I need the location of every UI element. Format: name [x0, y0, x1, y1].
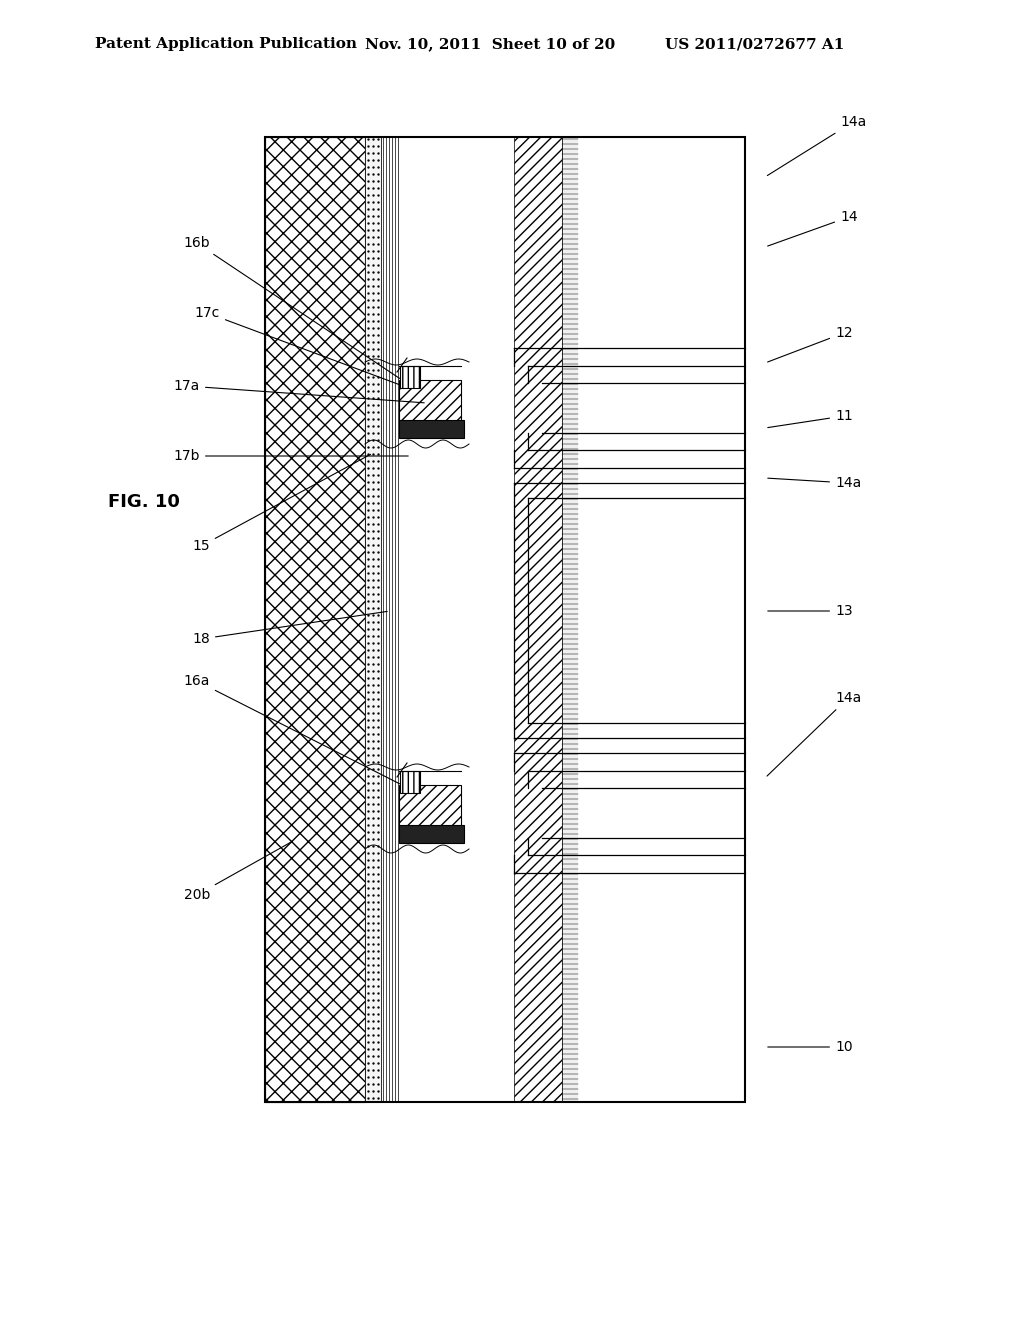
Text: US 2011/0272677 A1: US 2011/0272677 A1	[665, 37, 845, 51]
Text: 15: 15	[193, 454, 371, 553]
Text: 17a: 17a	[174, 379, 424, 403]
Text: 16b: 16b	[183, 236, 399, 379]
Text: 17b: 17b	[173, 449, 409, 463]
Bar	[399, 380, 461, 436]
Text: 13: 13	[768, 605, 853, 618]
Bar	[265, 137, 365, 1102]
Text: 10: 10	[768, 1040, 853, 1053]
Bar	[562, 137, 578, 1102]
Text: Nov. 10, 2011  Sheet 10 of 20: Nov. 10, 2011 Sheet 10 of 20	[365, 37, 615, 51]
Text: FIG. 10: FIG. 10	[108, 492, 180, 511]
Text: Patent Application Publication: Patent Application Publication	[95, 37, 357, 51]
Bar	[365, 137, 381, 1102]
Bar	[400, 771, 420, 793]
Bar	[265, 137, 745, 1102]
Text: 14a: 14a	[767, 115, 866, 176]
Text: 14: 14	[768, 210, 858, 246]
Bar	[399, 785, 461, 841]
Text: 16a: 16a	[183, 675, 399, 784]
Bar	[265, 137, 745, 1102]
Text: 14a: 14a	[768, 477, 861, 490]
Bar	[399, 137, 514, 1102]
Text: 12: 12	[768, 326, 853, 362]
Text: 11: 11	[768, 409, 853, 428]
Text: 14a: 14a	[767, 690, 861, 776]
Bar	[399, 420, 464, 438]
Text: 20b: 20b	[183, 842, 291, 902]
Text: 18: 18	[193, 611, 387, 645]
Text: 17c: 17c	[195, 306, 400, 385]
Bar	[578, 137, 745, 1102]
Bar	[514, 137, 562, 1102]
Bar	[400, 366, 420, 388]
Bar	[381, 137, 399, 1102]
Bar	[399, 825, 464, 843]
